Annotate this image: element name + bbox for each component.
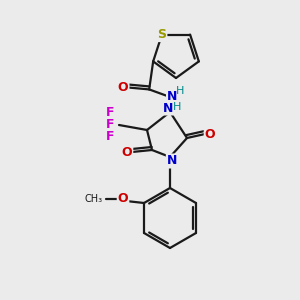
Text: N: N <box>167 154 177 167</box>
Text: H: H <box>173 102 181 112</box>
Text: S: S <box>158 28 166 41</box>
Text: O: O <box>122 146 132 158</box>
Text: H: H <box>176 86 184 96</box>
Text: O: O <box>205 128 215 140</box>
Text: N: N <box>167 90 177 103</box>
Text: CH₃: CH₃ <box>85 194 103 204</box>
Text: F: F <box>106 118 114 131</box>
Text: N: N <box>163 101 173 115</box>
Text: F: F <box>106 130 114 143</box>
Text: F: F <box>106 106 114 119</box>
Text: O: O <box>118 81 128 94</box>
Text: O: O <box>118 193 128 206</box>
